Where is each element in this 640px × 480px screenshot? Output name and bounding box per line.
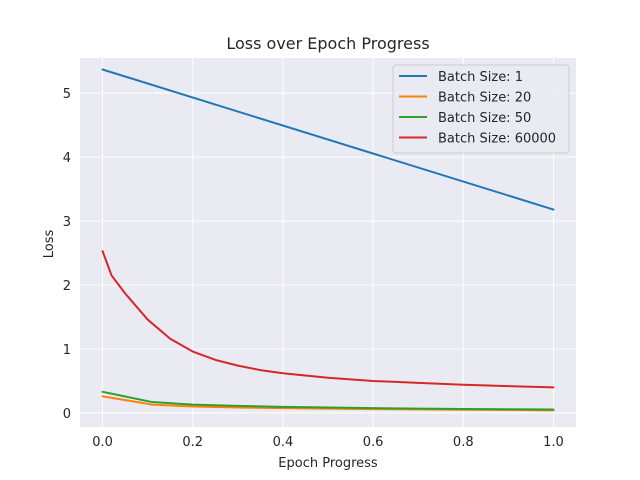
chart-title: Loss over Epoch Progress xyxy=(226,34,429,53)
y-tick-label: 5 xyxy=(63,87,71,102)
x-tick-label: 0.0 xyxy=(92,435,113,450)
y-tick-label: 0 xyxy=(63,407,71,422)
x-tick-label: 0.8 xyxy=(453,435,474,450)
x-tick-label: 1.0 xyxy=(543,435,564,450)
y-axis-label: Loss xyxy=(42,230,57,259)
legend-label: Batch Size: 60000 xyxy=(438,132,556,147)
legend-label: Batch Size: 1 xyxy=(438,70,523,85)
y-tick-labels: 0 1 2 3 4 5 xyxy=(63,87,71,422)
y-tick-label: 2 xyxy=(63,279,71,294)
grid xyxy=(80,58,576,427)
x-tick-labels: 0.0 0.2 0.4 0.6 0.8 1.0 xyxy=(92,435,564,450)
x-tick-label: 0.2 xyxy=(182,435,203,450)
x-tick-label: 0.4 xyxy=(273,435,294,450)
series-line xyxy=(101,390,555,411)
legend-label: Batch Size: 50 xyxy=(438,111,531,126)
x-axis-label: Epoch Progress xyxy=(278,456,378,471)
y-tick-label: 4 xyxy=(63,151,71,166)
series-line xyxy=(101,250,555,389)
x-tick-label: 0.6 xyxy=(363,435,384,450)
legend-label: Batch Size: 20 xyxy=(438,91,531,106)
series-line xyxy=(101,68,555,211)
series-lines xyxy=(101,68,555,412)
legend: Batch Size: 1 Batch Size: 20 Batch Size: 5… xyxy=(392,64,570,154)
y-tick-label: 1 xyxy=(63,343,71,358)
legend-box xyxy=(392,64,570,154)
y-tick-label: 3 xyxy=(63,215,71,230)
